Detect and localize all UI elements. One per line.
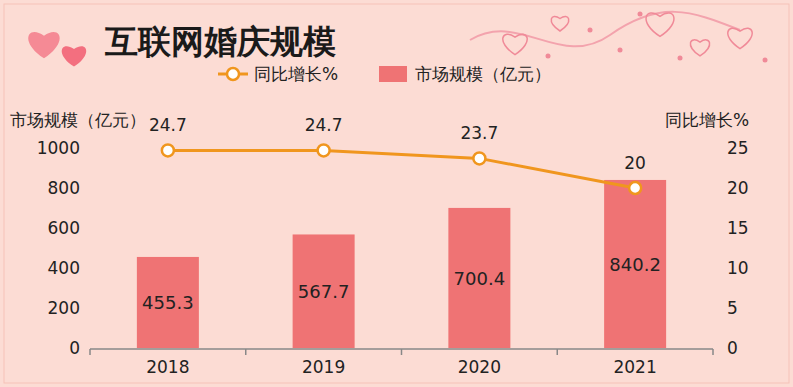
legend-swatch (379, 66, 407, 82)
y-tick-label: 600 (48, 218, 80, 238)
y-tick-label: 400 (48, 258, 80, 278)
y-tick (86, 188, 90, 189)
y2-tick-label: 0 (727, 338, 738, 358)
dot-decoration (546, 54, 551, 59)
y2-tick (713, 148, 717, 149)
y2-tick (713, 348, 717, 349)
line-marker (162, 144, 174, 156)
x-tick (712, 349, 714, 355)
y-tick (86, 148, 90, 149)
line-data-label: 20 (624, 153, 646, 173)
x-tick (401, 349, 403, 355)
heart-decoration (62, 46, 86, 66)
y2-tick-label: 20 (727, 178, 749, 198)
bar (448, 208, 510, 348)
heart-decoration (690, 40, 709, 56)
y-tick-label: 800 (48, 178, 80, 198)
background (0, 0, 793, 387)
bar-data-label: 840.2 (609, 254, 661, 275)
frame (4, 4, 789, 383)
y-tick-label: 200 (48, 298, 80, 318)
x-tick (245, 349, 247, 355)
heart-decoration (551, 16, 568, 31)
plot-area (137, 144, 666, 348)
dot-decoration (638, 12, 643, 17)
legend-label: 同比增长% (254, 64, 338, 84)
x-tick (89, 349, 91, 355)
title: 互联网婚庆规模 (104, 22, 336, 61)
x-tick-label: 2019 (302, 357, 345, 377)
heart-decoration (728, 28, 752, 48)
chart-container: 互联网婚庆规模同比增长%市场规模（亿元）市场规模（亿元）同比增长%0200400… (0, 0, 793, 387)
x-tick-label: 2018 (146, 357, 189, 377)
legend-item: 同比增长% (218, 64, 338, 84)
line-data-label: 24.7 (149, 115, 187, 135)
line-marker (629, 182, 641, 194)
line (168, 150, 635, 188)
y2-tick-label: 25 (727, 138, 749, 158)
dot-decoration (763, 58, 768, 63)
y2-tick (713, 308, 717, 309)
bar (137, 257, 199, 348)
y2-tick-label: 10 (727, 258, 749, 278)
y2-axis-label: 同比增长% (665, 110, 749, 130)
legend-marker (227, 68, 239, 80)
x-tick-label: 2021 (613, 357, 656, 377)
chart: 互联网婚庆规模同比增长%市场规模（亿元）市场规模（亿元）同比增长%0200400… (0, 0, 793, 387)
line-data-label: 24.7 (305, 115, 343, 135)
bar (604, 180, 666, 348)
legend-label: 市场规模（亿元） (415, 64, 551, 84)
dot-decoration (588, 28, 593, 33)
x-tick-label: 2020 (458, 357, 501, 377)
line-marker (473, 152, 485, 164)
bar-data-label: 700.4 (454, 268, 506, 289)
y-tick-label: 1000 (37, 138, 80, 158)
heart-decoration (646, 13, 674, 36)
line-data-label: 23.7 (460, 123, 498, 143)
heart-decoration (503, 34, 527, 54)
y-tick (86, 268, 90, 269)
line-marker (318, 144, 330, 156)
y-tick-label: 0 (69, 338, 80, 358)
bar-data-label: 567.7 (298, 281, 350, 302)
bar (293, 234, 355, 348)
y2-tick (713, 268, 717, 269)
y2-tick-label: 5 (727, 298, 738, 318)
y2-tick (713, 228, 717, 229)
legend-item: 市场规模（亿元） (379, 64, 551, 84)
dot-decoration (678, 56, 683, 61)
bar-data-label: 455.3 (142, 292, 194, 313)
y-tick (86, 308, 90, 309)
x-tick (557, 349, 559, 355)
heart-decoration (28, 32, 59, 58)
y-axis-label: 市场规模（亿元） (10, 110, 146, 130)
dot-decoration (618, 48, 623, 53)
y2-tick-label: 15 (727, 218, 749, 238)
y2-tick (713, 188, 717, 189)
y-tick (86, 228, 90, 229)
y-tick (86, 348, 90, 349)
